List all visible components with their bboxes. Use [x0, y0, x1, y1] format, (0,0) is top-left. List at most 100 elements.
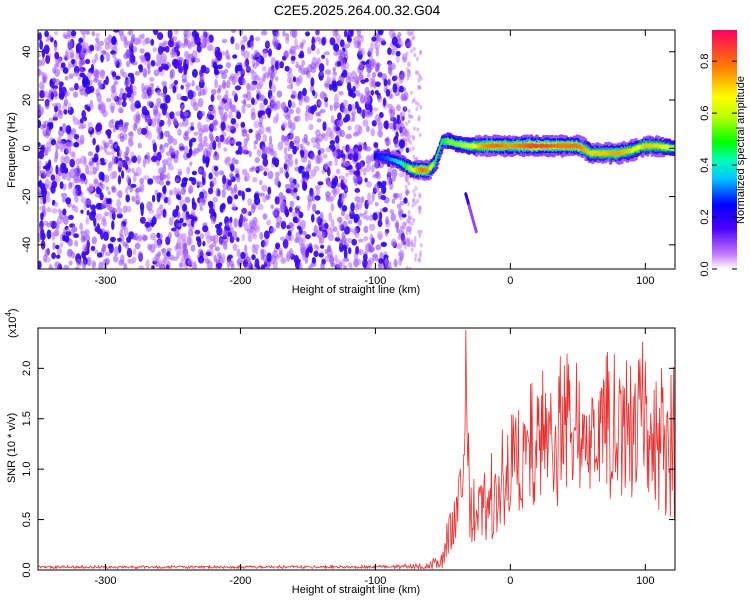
- spectrogram-noise-point: [125, 205, 132, 213]
- spectrogram-noise-point: [419, 51, 422, 56]
- spectrogram-noise-point: [275, 60, 279, 71]
- spectrogram-noise-point: [314, 195, 321, 201]
- spectrogram-noise-point: [263, 98, 268, 106]
- spectrogram-noise-point: [173, 59, 180, 69]
- spectrogram-noise-point: [391, 36, 398, 46]
- spectrogram-noise-point: [137, 127, 143, 135]
- spectrogram-noise-point: [318, 63, 325, 73]
- spectrogram-noise-point: [124, 121, 130, 126]
- spectrogram-noise-point: [371, 72, 377, 78]
- spectrogram-noise-point: [208, 187, 214, 195]
- spectrogram-noise-point: [45, 163, 51, 172]
- spectrogram-noise-point: [241, 168, 248, 176]
- spectrogram-noise-point: [212, 120, 218, 126]
- spectrogram-noise-point: [374, 114, 380, 123]
- spectrogram-noise-point: [260, 251, 265, 261]
- spectrogram-noise-point: [291, 101, 296, 109]
- spectrogram-noise-point: [349, 264, 353, 269]
- spectrogram-noise-point: [221, 202, 226, 210]
- spectrogram-noise-point: [225, 221, 233, 228]
- spectrogram-noise-point: [229, 73, 236, 80]
- spectrogram-noise-point: [54, 221, 60, 230]
- spectrogram-noise-point: [407, 181, 411, 186]
- spectrogram-noise-point: [63, 98, 69, 107]
- spectrogram-noise-point: [324, 69, 332, 76]
- spectrogram-noise-point: [202, 127, 209, 133]
- spectrogram-noise-point: [69, 52, 74, 59]
- spectrogram-noise-point: [399, 201, 405, 206]
- spectrogram-ridge-point: [521, 154, 526, 158]
- spectrogram-noise-point: [95, 37, 100, 43]
- spectrogram-noise-point: [300, 43, 304, 50]
- spectrogram-noise-point: [250, 53, 256, 60]
- spectrogram-noise-point: [91, 59, 97, 64]
- spectrogram-noise-point: [391, 168, 398, 179]
- spectrogram-noise-point: [353, 36, 359, 44]
- spectrogram-noise-point: [78, 139, 85, 146]
- spectrogram-noise-point: [412, 47, 416, 52]
- spectrogram-noise-point: [398, 112, 404, 123]
- spectrogram-noise-point: [231, 90, 236, 97]
- spectrogram-noise-point: [308, 112, 314, 121]
- spectrogram-noise-point: [388, 108, 393, 114]
- spectrogram-noise-point: [285, 135, 290, 142]
- spectrogram-noise-point: [165, 264, 170, 269]
- spectrogram-noise-point: [364, 177, 368, 183]
- spectrogram-noise-point: [328, 233, 334, 241]
- spectrogram-noise-point: [298, 237, 304, 246]
- spectrogram-noise-point: [132, 248, 137, 256]
- spectrogram-noise-point: [328, 84, 333, 91]
- spectrogram-noise-point: [51, 252, 56, 260]
- spectrogram-noise-point: [223, 147, 228, 152]
- spectrogram-noise-point: [381, 185, 387, 195]
- spectrogram-noise-point: [343, 257, 350, 263]
- spectrogram-ridge-point: [428, 176, 433, 180]
- spectrogram-noise-point: [184, 37, 189, 46]
- spectrogram-noise-point: [123, 226, 129, 237]
- spectrogram-ridge-point: [601, 160, 605, 164]
- spectrogram-noise-point: [147, 68, 151, 75]
- spectrogram-noise-point: [368, 155, 373, 161]
- spectrogram-noise-point: [56, 248, 62, 255]
- spectrogram-noise-point: [218, 106, 224, 116]
- spectrogram-noise-point: [211, 176, 217, 186]
- spectrogram-noise-point: [372, 107, 379, 112]
- spectrogram-noise-point: [404, 137, 408, 143]
- spectrogram-noise-point: [339, 129, 345, 138]
- spectrogram-noise-point: [358, 248, 364, 256]
- spectrogram-noise-point: [191, 80, 195, 87]
- spectrogram-noise-point: [178, 143, 185, 152]
- spectrogram-noise-point: [305, 234, 311, 240]
- spectrogram-noise-point: [345, 172, 349, 177]
- spectrogram-noise-point: [91, 260, 97, 269]
- spectrogram-noise-point: [163, 256, 167, 265]
- spectrogram-noise-point: [195, 236, 201, 242]
- spectrogram-noise-point: [85, 30, 90, 35]
- spectrogram-noise-point: [351, 76, 357, 83]
- spectrogram-noise-point: [370, 41, 374, 51]
- spectrogram-noise-point: [186, 30, 192, 39]
- spectrogram-noise-point: [111, 118, 115, 124]
- spectrogram-noise-point: [70, 228, 75, 236]
- spectrogram-noise-point: [287, 99, 292, 108]
- spectrogram-noise-point: [370, 128, 376, 137]
- spectrogram-noise-point: [203, 135, 208, 143]
- spectrogram-noise-point: [53, 87, 57, 96]
- spectrogram-noise-point: [346, 148, 353, 154]
- spectrogram-noise-point: [321, 37, 326, 46]
- spectrogram-noise-point: [203, 141, 209, 148]
- spectrogram-noise-point: [39, 205, 45, 211]
- spectrogram-noise-point: [98, 145, 104, 151]
- spectrogram-noise-point: [400, 131, 405, 137]
- spectrogram-noise-point: [342, 244, 348, 252]
- spectrogram-noise-point: [258, 192, 265, 197]
- spectrogram-noise-point: [307, 202, 311, 212]
- spectrogram-noise-point: [255, 248, 259, 255]
- spectrogram-noise-point: [319, 212, 324, 221]
- spectrogram-noise-point: [287, 230, 292, 237]
- spectrogram-noise-point: [319, 91, 326, 100]
- spectrogram-noise-point: [171, 46, 176, 56]
- spectrogram-noise-point: [392, 83, 398, 93]
- spectrogram-noise-point: [273, 150, 277, 159]
